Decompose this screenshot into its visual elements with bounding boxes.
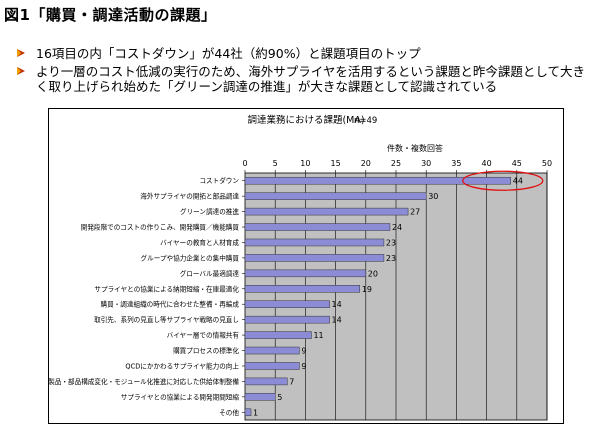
- bullet-item: より一層のコスト低減の実行のため、海外サプライヤを活用するという課題と昨今課題と…: [14, 64, 594, 94]
- value-label: 7: [289, 377, 294, 386]
- x-tick-label: 25: [391, 159, 401, 168]
- value-label: 24: [392, 223, 402, 232]
- chart-title: 調達業務における課題(MA): [247, 114, 364, 126]
- value-label: 23: [386, 254, 396, 263]
- category-label: その他: [219, 408, 239, 417]
- value-label: 23: [386, 238, 396, 247]
- bar: [244, 362, 300, 370]
- bar: [244, 192, 427, 200]
- bullet-text: 16項目の内「コストダウン」が44社（約90%）と課題項目のトップ: [36, 46, 421, 61]
- bar: [244, 285, 361, 293]
- bar: [244, 300, 330, 308]
- category-label: グローバル最適調達: [180, 269, 240, 278]
- category-label: バイヤーの教育と人材育成: [160, 238, 239, 247]
- x-tick-label: 20: [361, 159, 371, 168]
- category-label: 製品・部品構成変化・モジュール化推進に対応した供給体制整備: [49, 377, 239, 386]
- bar: [244, 393, 276, 401]
- category-label: サプライヤとの協業による納期短縮・在庫最適化: [94, 284, 239, 293]
- category-label: 海外サプライヤの開拓と部品調達: [140, 192, 239, 201]
- category-label: 取引先、系列の見直し等サプライヤ戦略の見直し: [94, 315, 239, 324]
- value-label: 5: [277, 393, 282, 402]
- value-label: 19: [362, 285, 372, 294]
- bullet-item: 16項目の内「コストダウン」が44社（約90%）と課題項目のトップ: [14, 46, 594, 61]
- value-label: 11: [313, 331, 323, 340]
- category-label: グループや協力企業との集中購買: [141, 253, 240, 262]
- bar: [244, 408, 252, 417]
- x-tick-label: 5: [273, 159, 278, 168]
- value-label: 30: [428, 192, 438, 201]
- x-tick-label: 45: [512, 159, 522, 168]
- chart-subtitle: n=49: [354, 116, 377, 126]
- bar: [244, 207, 409, 216]
- x-tick-label: 15: [331, 159, 341, 168]
- category-label: 購買プロセスの標準化: [173, 346, 239, 355]
- bar: [244, 269, 367, 278]
- bar: [244, 176, 512, 185]
- figure-title: 図1「購買・調達活動の課題」: [4, 6, 217, 24]
- x-tick-label: 40: [482, 159, 492, 168]
- bar: [244, 331, 312, 339]
- x-tick-label: 0: [242, 159, 247, 168]
- category-label: 購買・調達組織の時代に合わせた整備・再編成: [101, 300, 240, 309]
- highlight-ellipse: [462, 170, 544, 191]
- bullet-list: 16項目の内「コストダウン」が44社（約90%）と課題項目のトップ より一層のコ…: [14, 46, 594, 97]
- category-label: QCDにかかわるサプライヤ能力の向上: [125, 361, 239, 370]
- value-label: 1: [253, 408, 258, 417]
- x-tick-label: 50: [542, 159, 552, 168]
- bar: [244, 377, 288, 386]
- value-label: 9: [301, 362, 306, 371]
- value-label: 44: [513, 177, 523, 186]
- category-label: サプライヤとの協業による開発期間短縮: [121, 392, 240, 401]
- bar: [244, 223, 391, 231]
- bullet-marker-icon: [16, 66, 26, 76]
- category-label: グリーン調達の推進: [180, 207, 239, 216]
- x-axis-label: 件数・複数回答: [387, 143, 443, 153]
- bar: [244, 254, 385, 262]
- value-label: 9: [301, 347, 306, 356]
- chart-panel: 調達業務における課題(MA) n=49 件数・複数回答 0 5 10 15 20 25 30 35 4…: [48, 108, 564, 424]
- bullet-text: より一層のコスト低減の実行のため、海外サプライヤを活用するという課題と昨今課題と…: [36, 64, 586, 94]
- bar: [244, 346, 300, 355]
- value-label: 14: [332, 316, 342, 325]
- bullet-marker-icon: [16, 48, 26, 58]
- x-tick-label: 30: [421, 159, 431, 168]
- x-tick-label: 35: [451, 159, 461, 168]
- bar: [244, 238, 385, 247]
- value-label: 27: [410, 208, 420, 217]
- category-label: コストダウン: [199, 176, 239, 185]
- value-label: 20: [368, 269, 378, 278]
- category-label: バイヤー層での情報共有: [167, 331, 240, 340]
- value-label: 14: [332, 300, 342, 309]
- category-label: 開発段階でのコストの作りこみ、開発購買／機能購買: [81, 223, 240, 232]
- x-tick-label: 10: [300, 159, 310, 168]
- bar: [244, 315, 330, 324]
